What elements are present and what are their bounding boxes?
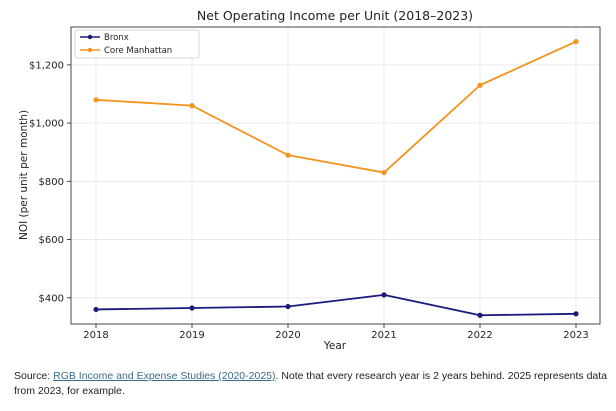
- gridlines: [71, 27, 600, 324]
- x-tick-label-2021: 2021: [371, 330, 396, 341]
- point-core-manhattan-2021: [381, 169, 387, 176]
- x-tick-label-2022: 2022: [467, 330, 492, 341]
- point-bronx-2022: [477, 312, 483, 318]
- point-bronx-2018: [93, 306, 99, 313]
- chart-title: Net Operating Income per Unit (2018–2023…: [197, 8, 473, 23]
- y-tick-label-1000: $1,000: [29, 119, 64, 130]
- x-tick-label-2019: 2019: [179, 330, 204, 341]
- x-axis-label: Year: [323, 340, 347, 352]
- y-tick-label-1200: $1,200: [29, 60, 64, 71]
- series-line-core-manhattan: [95, 40, 577, 174]
- y-tick-label-800: $800: [39, 177, 64, 188]
- legend-marker-bronx: [87, 34, 93, 40]
- legend-marker-core-manhattan: [87, 47, 93, 53]
- point-core-manhattan-2019: [189, 103, 195, 109]
- line-chart: Net Operating Income per Unit (2018–2023…: [18, 8, 601, 352]
- y-tick-label-400: $400: [39, 293, 64, 304]
- x-tick-label-2023: 2023: [563, 330, 588, 341]
- point-core-manhattan-2020: [285, 152, 291, 158]
- caption-note: . Note that every research year is 2 yea…: [14, 370, 608, 397]
- point-bronx-2019: [189, 305, 195, 311]
- legend-box: [74, 29, 200, 59]
- source-caption: Source: RGB Income and Expense Studies (…: [14, 369, 609, 399]
- legend-label-core-manhattan: Core Manhattan: [104, 46, 172, 56]
- point-bronx-2023: [573, 311, 579, 317]
- y-axis-label: NOI (per unit per month): [18, 110, 30, 240]
- legend-label-bronx: Bronx: [104, 33, 129, 43]
- legend: Bronx Core Manhattan: [74, 29, 200, 59]
- series-line-bronx: [95, 293, 577, 317]
- point-core-manhattan-2023: [573, 38, 579, 45]
- point-bronx-2020: [285, 303, 291, 310]
- y-tick-label-600: $600: [39, 235, 64, 246]
- caption-prefix: Source:: [14, 370, 54, 382]
- x-tick-label-2018: 2018: [83, 330, 108, 341]
- point-bronx-2021: [381, 292, 387, 298]
- point-core-manhattan-2022: [477, 82, 483, 88]
- x-tick-label-2020: 2020: [275, 330, 300, 341]
- series-layer: [93, 38, 579, 318]
- plot-frame: [70, 26, 601, 325]
- source-link[interactable]: RGB Income and Expense Studies (2020-202…: [53, 370, 276, 382]
- axis-ticks: 2018 2019 2020 2021 2022 2023 $400 $600 $800 $1,0…: [29, 60, 589, 341]
- point-core-manhattan-2018: [93, 97, 99, 103]
